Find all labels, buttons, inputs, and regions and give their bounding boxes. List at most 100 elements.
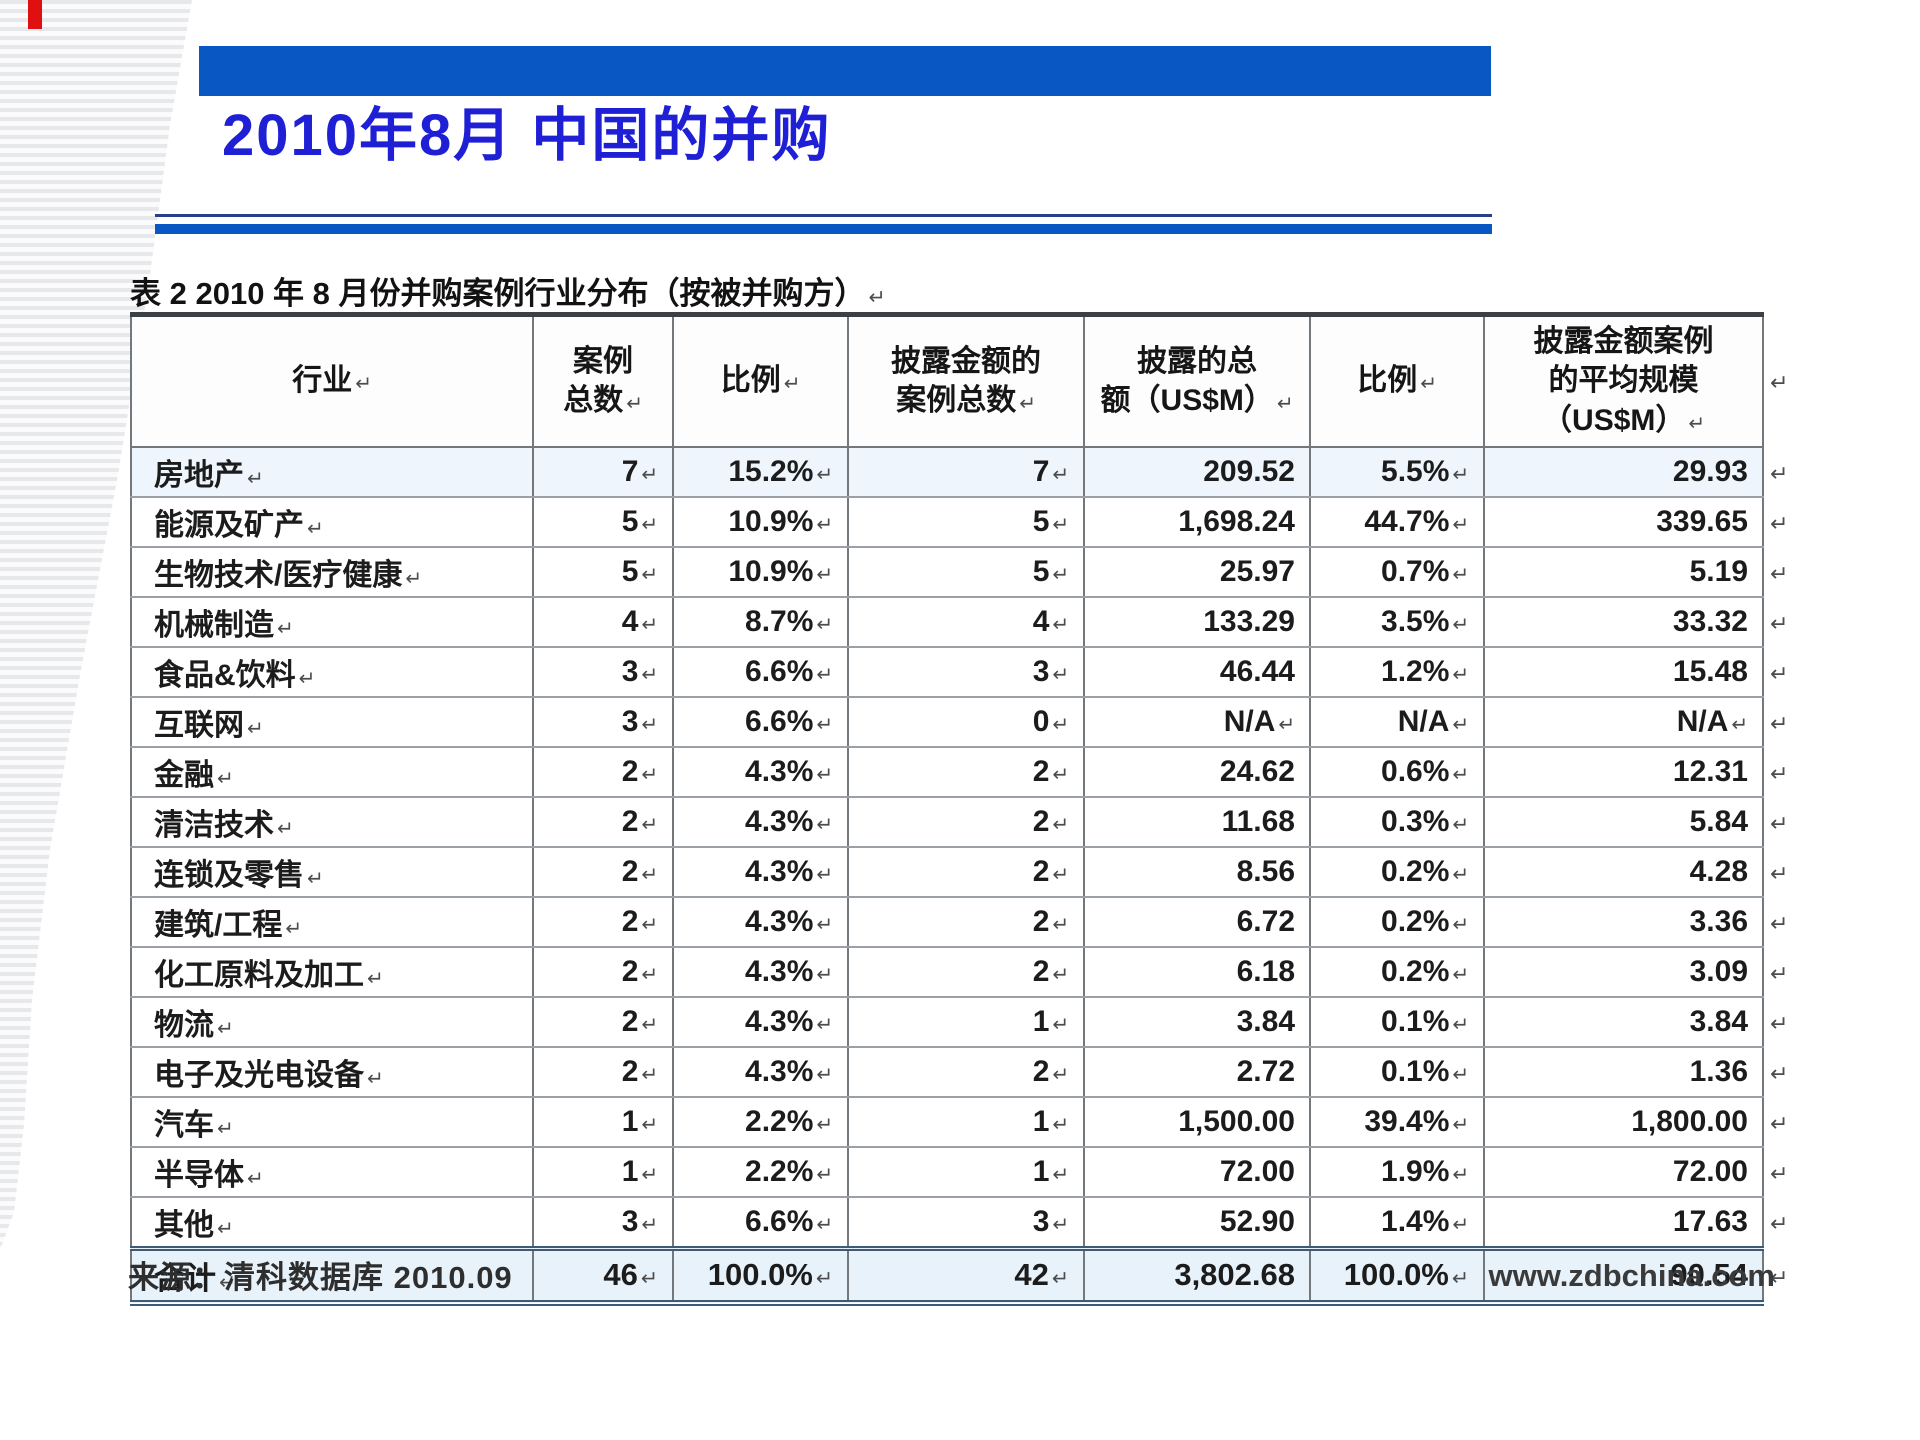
table-cell: N/A ↵ (1083, 695, 1311, 748)
return-mark: ↵ (1451, 1267, 1469, 1290)
table-cell: 1,500.00 (1083, 1095, 1311, 1148)
table-cell: 1,800.00 (1483, 1095, 1764, 1148)
table-cell: 2.2% ↵ (672, 1095, 849, 1148)
table-cell: 25.97 (1083, 545, 1311, 598)
return-mark: ↵ (1278, 713, 1295, 736)
return-mark: ↵ (783, 373, 801, 396)
return-mark: ↵ (1052, 1113, 1069, 1136)
return-mark: ↵ (1452, 713, 1469, 736)
return-mark: ↵ (1052, 1213, 1069, 1236)
table-cell: 1 ↵ (847, 995, 1085, 1048)
return-mark: ↵ (247, 717, 264, 740)
return-mark: ↵ (1770, 760, 1789, 786)
return-mark: ↵ (1770, 460, 1789, 486)
return-mark: ↵ (1420, 373, 1437, 396)
return-mark: ↵ (277, 817, 294, 840)
table-row: 建筑/工程 ↵ 2 ↵ 4.3% ↵ 2 ↵ 6.72 0.2% ↵ 3.36 ↵ (130, 895, 1803, 948)
return-mark: ↵ (1052, 813, 1069, 836)
return-mark: ↵ (1452, 913, 1469, 936)
row-end-mark: ↵ (1763, 746, 1803, 797)
return-mark: ↵ (1052, 863, 1069, 886)
return-mark: ↵ (1452, 1213, 1469, 1236)
column-header: 比例 ↵ (672, 312, 849, 448)
table-cell: 0.2% ↵ (1309, 945, 1485, 998)
return-mark: ↵ (1052, 1163, 1069, 1186)
return-mark: ↵ (277, 617, 294, 640)
return-mark: ↵ (247, 467, 264, 490)
red-accent-mark (28, 0, 42, 29)
return-mark: ↵ (641, 963, 658, 986)
return-mark: ↵ (1770, 610, 1789, 636)
table-cell: 物流 ↵ (130, 995, 534, 1048)
return-mark: ↵ (1452, 813, 1469, 836)
return-mark: ↵ (298, 667, 316, 690)
table-cell: 3,802.68 (1083, 1245, 1311, 1306)
table-cell: 3.84 (1083, 995, 1311, 1048)
table-row: 连锁及零售 ↵ 2 ↵ 4.3% ↵ 2 ↵ 8.56 0.2% ↵ 4.28 ↵ (130, 845, 1803, 898)
table-cell: 339.65 (1483, 495, 1764, 548)
return-mark: ↵ (1052, 913, 1069, 936)
table-cell: 0.3% ↵ (1309, 795, 1485, 848)
column-header: 披露金额案例 的平均规模 （US$M） ↵ (1483, 312, 1764, 448)
row-end-mark: ↵ (1763, 546, 1803, 597)
table-cell: 1 ↵ (847, 1095, 1085, 1148)
return-mark: ↵ (285, 917, 302, 940)
return-mark: ↵ (1452, 1163, 1469, 1186)
return-mark: ↵ (1770, 369, 1789, 395)
table-cell: 互联网 ↵ (130, 695, 534, 748)
column-header: 行业 ↵ (130, 312, 534, 448)
return-mark: ↵ (641, 663, 658, 686)
return-mark: ↵ (1770, 1110, 1789, 1136)
table-cell: 4.3% ↵ (672, 995, 849, 1048)
row-end-mark: ↵ (1763, 896, 1803, 947)
return-mark: ↵ (1452, 763, 1469, 786)
return-mark: ↵ (1052, 1013, 1069, 1036)
table-cell: 4.28 (1483, 845, 1764, 898)
return-mark: ↵ (1452, 463, 1469, 486)
table-cell: 5 ↵ (847, 495, 1085, 548)
return-mark: ↵ (1052, 763, 1069, 786)
table-cell: 3.5% ↵ (1309, 595, 1485, 648)
return-mark: ↵ (217, 1117, 234, 1140)
return-mark: ↵ (816, 663, 833, 686)
table-cell: 化工原料及加工 ↵ (130, 945, 534, 998)
return-mark: ↵ (1052, 963, 1069, 986)
return-mark: ↵ (217, 1017, 234, 1040)
return-mark: ↵ (1452, 1063, 1469, 1086)
return-mark: ↵ (1452, 1113, 1469, 1136)
return-mark: ↵ (1770, 510, 1789, 536)
return-mark: ↵ (641, 863, 658, 886)
table-row: 电子及光电设备 ↵ 2 ↵ 4.3% ↵ 2 ↵ 2.72 0.1% ↵ 1.36 ↵ (130, 1045, 1803, 1098)
table-row: 清洁技术 ↵ 2 ↵ 4.3% ↵ 2 ↵ 11.68 0.3% ↵ 5.84 ↵ (130, 795, 1803, 848)
return-mark: ↵ (641, 463, 658, 486)
table-cell: 46 ↵ (532, 1245, 674, 1306)
return-mark: ↵ (405, 567, 422, 590)
return-mark: ↵ (1051, 1267, 1069, 1290)
return-mark: ↵ (816, 963, 833, 986)
return-mark: ↵ (816, 1163, 833, 1186)
return-mark: ↵ (641, 913, 658, 936)
table-cell: 11.68 (1083, 795, 1311, 848)
table-caption-text: 表 2 2010 年 8 月份并购案例行业分布（按被并购方） (130, 276, 866, 311)
table-cell: 1.2% ↵ (1309, 645, 1485, 698)
return-mark: ↵ (1052, 613, 1069, 636)
table-cell: 4.3% ↵ (672, 795, 849, 848)
table-cell: 5.84 (1483, 795, 1764, 848)
table-cell: 汽车 ↵ (130, 1095, 534, 1148)
table-row: 化工原料及加工 ↵ 2 ↵ 4.3% ↵ 2 ↵ 6.18 0.2% ↵ 3.09 ↵ (130, 945, 1803, 998)
return-mark: ↵ (307, 867, 324, 890)
row-end-mark: ↵ (1763, 1046, 1803, 1097)
return-mark: ↵ (217, 767, 234, 790)
table-cell: 8.56 (1083, 845, 1311, 898)
table-cell: 2 ↵ (847, 1045, 1085, 1098)
return-mark: ↵ (1770, 1265, 1789, 1291)
row-end-mark: ↵ (1763, 996, 1803, 1047)
return-mark: ↵ (641, 563, 658, 586)
return-mark: ↵ (367, 967, 384, 990)
table-cell: 12.31 (1483, 745, 1764, 798)
table-cell: 2.72 (1083, 1045, 1311, 1098)
return-mark: ↵ (1770, 910, 1789, 936)
table-cell: 1.36 (1483, 1045, 1764, 1098)
table-row: 机械制造 ↵ 4 ↵ 8.7% ↵ 4 ↵ 133.29 3.5% ↵ 33.32 ↵ (130, 595, 1803, 648)
table-cell: 2 ↵ (532, 1045, 674, 1098)
